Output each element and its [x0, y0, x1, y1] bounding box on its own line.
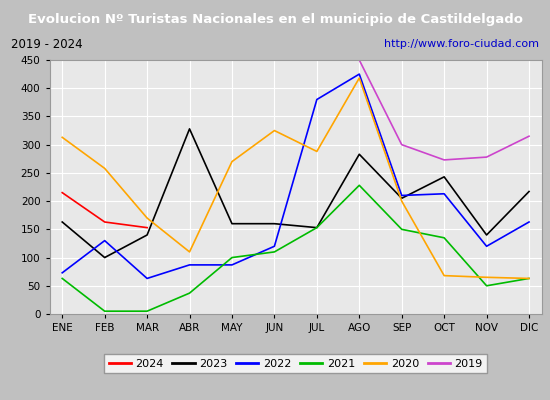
2022: [101, 238, 108, 243]
2021: [59, 276, 65, 281]
2023: [441, 174, 448, 179]
2024: [59, 190, 65, 195]
2021: [441, 235, 448, 240]
2020: [271, 128, 278, 133]
Line: 2023: 2023: [62, 129, 529, 258]
2022: [186, 262, 193, 267]
Text: 2019 - 2024: 2019 - 2024: [11, 38, 82, 51]
2023: [314, 225, 320, 230]
2020: [186, 250, 193, 254]
2022: [398, 193, 405, 198]
2021: [144, 309, 150, 314]
2023: [186, 126, 193, 131]
2023: [101, 255, 108, 260]
2020: [59, 135, 65, 140]
2023: [526, 189, 532, 194]
2021: [526, 276, 532, 281]
Text: http://www.foro-ciudad.com: http://www.foro-ciudad.com: [384, 39, 539, 49]
2021: [398, 227, 405, 232]
2021: [101, 309, 108, 314]
2019: [483, 155, 490, 160]
2023: [356, 152, 362, 157]
2020: [101, 166, 108, 171]
2020: [398, 199, 405, 204]
2023: [398, 196, 405, 201]
2022: [144, 276, 150, 281]
2023: [144, 232, 150, 237]
2020: [314, 149, 320, 154]
Line: 2019: 2019: [359, 60, 529, 160]
2019: [398, 142, 405, 147]
2021: [271, 250, 278, 254]
2020: [483, 275, 490, 280]
2024: [144, 225, 150, 230]
2023: [483, 232, 490, 237]
2022: [441, 191, 448, 196]
Line: 2022: 2022: [62, 74, 529, 278]
2021: [314, 225, 320, 230]
Line: 2021: 2021: [62, 185, 529, 311]
2021: [483, 283, 490, 288]
Text: Evolucion Nº Turistas Nacionales en el municipio de Castildelgado: Evolucion Nº Turistas Nacionales en el m…: [28, 12, 522, 26]
2021: [186, 291, 193, 296]
2019: [526, 134, 532, 139]
2023: [59, 220, 65, 224]
2023: [271, 221, 278, 226]
2019: [356, 58, 362, 62]
2022: [526, 220, 532, 224]
2022: [314, 97, 320, 102]
2022: [356, 72, 362, 76]
2021: [356, 183, 362, 188]
Line: 2020: 2020: [62, 78, 529, 278]
2020: [144, 216, 150, 220]
Legend: 2024, 2023, 2022, 2021, 2020, 2019: 2024, 2023, 2022, 2021, 2020, 2019: [104, 354, 487, 373]
2024: [101, 220, 108, 224]
2021: [229, 255, 235, 260]
2020: [356, 76, 362, 80]
2022: [59, 270, 65, 275]
2020: [526, 276, 532, 281]
2020: [229, 159, 235, 164]
2022: [271, 244, 278, 249]
2022: [483, 244, 490, 249]
2023: [229, 221, 235, 226]
Line: 2024: 2024: [62, 193, 147, 228]
2019: [441, 158, 448, 162]
2022: [229, 262, 235, 267]
2020: [441, 273, 448, 278]
